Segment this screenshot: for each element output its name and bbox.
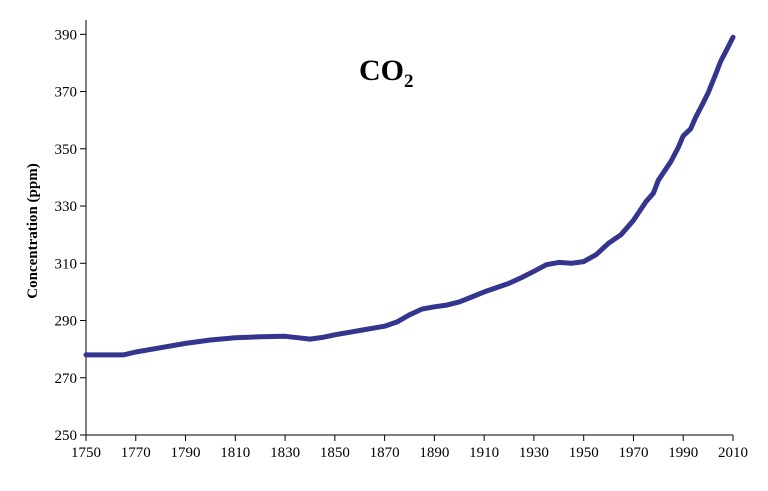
y-axis-label: Concentration (ppm) — [25, 163, 41, 298]
co2-series-line — [83, 34, 736, 358]
x-tick-label: 1770 — [121, 445, 151, 461]
y-tick-label: 350 — [55, 142, 78, 158]
chart-title-subscript: 2 — [404, 71, 414, 92]
x-tick-label: 1950 — [569, 445, 599, 461]
plot-area: 1750 1770 1790 1810 1830 1850 1870 1890 1910 1930… — [55, 20, 748, 461]
y-tick-label: 310 — [55, 256, 78, 272]
x-tick-label: 1790 — [171, 445, 201, 461]
y-tick-label: 390 — [55, 27, 78, 43]
y-tick-label: 370 — [55, 85, 78, 101]
x-tick-label: 1810 — [220, 445, 250, 461]
x-tick-label: 1750 — [71, 445, 101, 461]
x-tick-label: 1830 — [270, 445, 300, 461]
chart-title: CO2 — [359, 54, 414, 92]
y-tick-label: 270 — [55, 371, 78, 387]
x-ticks: 1750 1770 1790 1810 1830 1850 1870 1890 1910 1930… — [71, 435, 748, 461]
y-ticks: 250 270 290 310 330 350 370 390 — [55, 27, 86, 444]
x-tick-label: 1870 — [370, 445, 400, 461]
x-tick-label: 1990 — [668, 445, 698, 461]
x-tick-label: 1930 — [519, 445, 549, 461]
x-tick-label: 1970 — [618, 445, 648, 461]
x-tick-label: 1850 — [320, 445, 350, 461]
x-tick-label: 1910 — [469, 445, 499, 461]
chart-title-main: CO — [359, 54, 404, 87]
y-tick-label: 330 — [55, 199, 78, 215]
x-tick-label: 2010 — [718, 445, 748, 461]
y-tick-label: 290 — [55, 314, 78, 330]
x-tick-label: 1890 — [419, 445, 449, 461]
y-tick-label: 250 — [55, 428, 78, 444]
